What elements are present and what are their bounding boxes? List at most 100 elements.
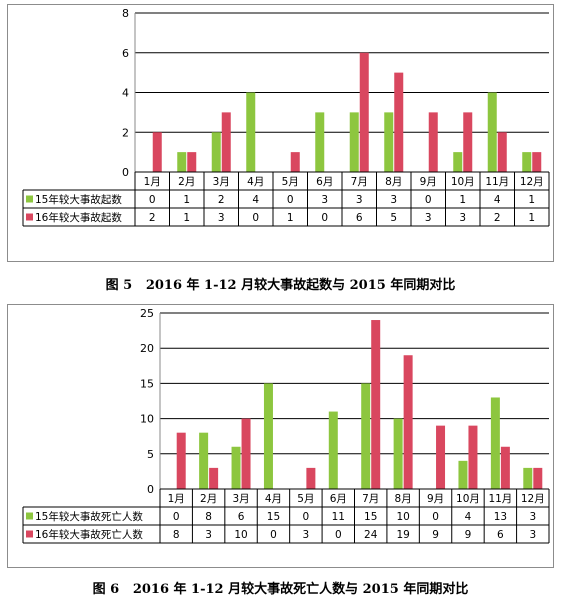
data-label: 3	[303, 529, 310, 541]
chart-2-caption: 图 6 2016 年 1-12 月较大事故死亡人数与 2015 年同期对比	[0, 578, 561, 597]
bar-s2	[290, 152, 300, 172]
bar-s2	[436, 425, 446, 489]
data-label: 13	[494, 511, 507, 523]
data-label: 9	[432, 529, 439, 541]
data-label: 0	[149, 194, 156, 206]
bar-s2	[463, 112, 473, 172]
data-label: 0	[335, 529, 342, 541]
data-label: 15	[364, 511, 377, 523]
bar-s2	[532, 152, 542, 172]
data-label: 11	[332, 511, 345, 523]
data-label: 3	[425, 212, 432, 224]
data-label: 1	[459, 194, 466, 206]
x-tick-label: 12月	[521, 493, 545, 505]
chart-1-frame: 0 2 4 6 8 1月 2月 3月 4月 5月 6月 7月 8月 9月 10月 11月 12月 15年较大事故起…	[7, 4, 554, 262]
y-tick-label: 15	[140, 377, 154, 390]
legend-label-1: 15年较大事故起数	[35, 193, 122, 206]
legend-swatch-1	[26, 195, 33, 203]
legend-swatch-2	[26, 213, 33, 221]
x-tick-label: 6月	[316, 176, 333, 188]
y-tick-label: 6	[122, 47, 129, 60]
data-label: 3	[205, 529, 212, 541]
x-tick-label: 6月	[330, 493, 347, 505]
bar-s2	[500, 446, 510, 489]
data-label: 0	[303, 511, 310, 523]
chart-1: 0 2 4 6 8 1月 2月 3月 4月 5月 6月 7月 8月 9月 10月 11月 12月 15年较大事故起…	[22, 7, 550, 227]
bar-s2	[468, 425, 478, 489]
data-label: 2	[149, 212, 156, 224]
data-label: 0	[287, 194, 294, 206]
bar-s1	[328, 411, 338, 489]
bar-s1	[458, 460, 468, 489]
legend-label-2: 16年较大事故起数	[35, 211, 122, 224]
data-label: 1	[528, 194, 535, 206]
data-label: 4	[494, 194, 501, 206]
data-label: 10	[396, 511, 409, 523]
data-label: 1	[528, 212, 535, 224]
chart-2-caption-label: 图 6	[92, 582, 120, 597]
bar-s2	[176, 432, 186, 489]
bar-s2	[187, 152, 197, 172]
legend-swatch-2	[26, 530, 33, 538]
bar-s2	[428, 112, 438, 172]
data-label: 0	[425, 194, 432, 206]
bar-s2	[403, 355, 413, 489]
bar-s1	[453, 152, 463, 172]
x-tick-label: 10月	[451, 176, 475, 188]
x-tick-label: 7月	[362, 493, 379, 505]
data-label: 0	[252, 212, 259, 224]
bar-s1	[211, 132, 221, 172]
bar-s1	[490, 397, 500, 489]
data-label: 4	[252, 194, 259, 206]
bar-s1	[384, 112, 394, 172]
data-label: 9	[465, 529, 472, 541]
x-tick-label: 5月	[297, 493, 314, 505]
x-tick-label: 1月	[168, 493, 185, 505]
data-label: 8	[205, 511, 212, 523]
data-label: 10	[234, 529, 247, 541]
chart-1-caption: 图 5 2016 年 1-12 月较大事故起数与 2015 年同期对比	[0, 274, 561, 293]
chart-2-caption-text: 2016 年 1-12 月较大事故死亡人数与 2015 年同期对比	[132, 582, 469, 597]
data-label: 1	[183, 212, 190, 224]
y-tick-label: 2	[122, 126, 129, 139]
y-tick-label: 20	[140, 342, 154, 355]
x-tick-label: 8月	[395, 493, 412, 505]
x-tick-label: 11月	[488, 493, 512, 505]
bar-s2	[394, 72, 404, 172]
bar-s1	[349, 112, 359, 172]
data-label: 3	[218, 212, 225, 224]
data-label: 1	[183, 194, 190, 206]
x-tick-label: 9月	[420, 176, 437, 188]
data-label: 24	[364, 529, 378, 541]
bar-s2	[497, 132, 507, 172]
chart-1-caption-label: 图 5	[105, 278, 133, 293]
bar-s1	[315, 112, 325, 172]
x-tick-label: 9月	[427, 493, 444, 505]
bar-s2	[209, 467, 219, 489]
x-tick-label: 8月	[385, 176, 402, 188]
x-tick-label: 4月	[247, 176, 264, 188]
y-tick-label: 0	[122, 166, 129, 179]
x-tick-label: 3月	[213, 176, 230, 188]
bar-s1	[522, 152, 532, 172]
bar-s1	[199, 432, 209, 489]
data-label: 0	[432, 511, 439, 523]
y-tick-label: 25	[140, 307, 154, 320]
x-tick-label: 10月	[456, 493, 480, 505]
x-tick-label: 12月	[520, 176, 544, 188]
bar-s2	[241, 418, 251, 489]
bar-s2	[533, 467, 543, 489]
legend-label-2: 16年较大事故死亡人数	[35, 528, 143, 541]
y-tick-label: 4	[122, 87, 129, 100]
bar-s1	[523, 467, 533, 489]
data-label: 15	[267, 511, 280, 523]
x-tick-label: 4月	[265, 493, 282, 505]
bar-s1	[246, 92, 256, 172]
chart-2-frame: 0 5 10 15 20 25 1月 2月 3月 4月 5月 6月 7月 8月 9月 10月 11月 12月 15年…	[7, 304, 554, 568]
y-tick-label: 5	[147, 448, 154, 461]
data-label: 0	[321, 212, 328, 224]
y-tick-label: 8	[122, 7, 129, 20]
bar-s2	[306, 467, 316, 489]
bar-s1	[263, 383, 273, 489]
data-label: 5	[390, 212, 397, 224]
